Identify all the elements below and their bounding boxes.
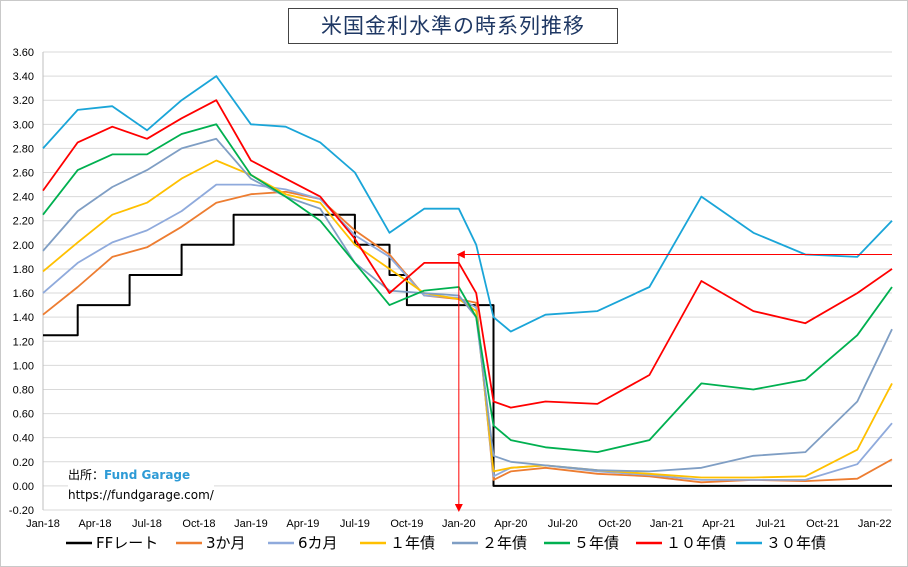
grid-lines <box>42 51 892 511</box>
y-tick-label: 3.00 <box>13 119 34 131</box>
x-tick-label: Jan-21 <box>650 518 684 530</box>
y-tick-label: 2.40 <box>13 192 34 204</box>
x-axis-ticks: Jan-18 Apr-18 Jul-18 Oct-18 Jan-19 Apr-19 Jul-… <box>26 518 891 530</box>
y-tick-label: 1.00 <box>13 360 34 372</box>
y-tick-label: 0.00 <box>13 481 34 493</box>
series-line-5 <box>42 123 893 453</box>
source-name: Fund Garage <box>104 468 191 482</box>
x-tick-label: Jul-18 <box>132 518 162 530</box>
y-tick-label: 3.60 <box>13 47 34 59</box>
x-tick-label: Jan-22 <box>858 518 892 530</box>
legend-label: FFレート <box>96 534 158 552</box>
x-tick-label: Apr-19 <box>286 518 319 530</box>
y-tick-label: 0.40 <box>13 433 34 445</box>
y-tick-label: 0.60 <box>13 409 34 421</box>
x-tick-label: Oct-19 <box>390 518 423 530</box>
y-tick-label: 0.20 <box>13 457 34 469</box>
legend: FFレート 3か月 6カ月 １年債 ２年債 ５年債 １０年債 ３０年債 <box>66 534 826 552</box>
legend-label: ３０年債 <box>766 534 826 552</box>
y-axis-ticks: -0.20 0.00 0.20 0.40 0.60 0.80 1.00 1.20 1.40 1.6… <box>9 47 34 517</box>
x-tick-label: Jul-20 <box>548 518 578 530</box>
y-tick-label: 1.20 <box>13 336 34 348</box>
series-line-6 <box>42 99 893 409</box>
x-tick-label: Apr-21 <box>702 518 735 530</box>
series-line-4 <box>42 137 893 473</box>
y-tick-label: 2.20 <box>13 216 34 228</box>
x-tick-label: Jan-18 <box>26 518 60 530</box>
series-line-3 <box>42 159 893 479</box>
legend-label: １０年債 <box>666 534 726 552</box>
x-tick-label: Jan-20 <box>442 518 476 530</box>
y-tick-label: 1.40 <box>13 312 34 324</box>
y-tick-label: 0.80 <box>13 384 34 396</box>
x-tick-label: Apr-20 <box>494 518 527 530</box>
x-tick-label: Oct-21 <box>806 518 839 530</box>
series-line-1 <box>42 190 893 484</box>
legend-label: １年債 <box>390 534 435 552</box>
source-box: 出所：Fund Garage https://fundgarage.com/ <box>68 465 214 505</box>
source-label: 出所： <box>68 468 105 482</box>
x-tick-label: Jul-19 <box>340 518 370 530</box>
x-tick-label: Jan-19 <box>234 518 268 530</box>
y-tick-label: 2.00 <box>13 240 34 252</box>
x-tick-label: Oct-18 <box>182 518 215 530</box>
y-tick-label: -0.20 <box>9 505 34 517</box>
y-tick-label: 3.20 <box>13 95 34 107</box>
legend-label: ２年債 <box>482 534 527 552</box>
y-tick-label: 3.40 <box>13 71 34 83</box>
y-tick-label: 1.60 <box>13 288 34 300</box>
y-tick-label: 1.80 <box>13 264 34 276</box>
series-line-0 <box>43 213 892 487</box>
y-tick-label: 2.60 <box>13 168 34 180</box>
series-line-7 <box>42 75 893 333</box>
x-tick-label: Apr-18 <box>78 518 111 530</box>
y-tick-label: 2.80 <box>13 143 34 155</box>
series-lines <box>42 75 893 487</box>
x-tick-label: Jul-21 <box>756 518 786 530</box>
annotations <box>454 250 892 512</box>
source-url: https://fundgarage.com/ <box>68 488 214 502</box>
legend-label: ５年債 <box>574 534 619 552</box>
chart-title: 米国金利水準の時系列推移 <box>288 8 618 44</box>
series-line-2 <box>42 183 893 481</box>
legend-label: 3か月 <box>206 534 246 552</box>
x-tick-label: Oct-20 <box>598 518 631 530</box>
legend-label: 6カ月 <box>298 534 338 552</box>
